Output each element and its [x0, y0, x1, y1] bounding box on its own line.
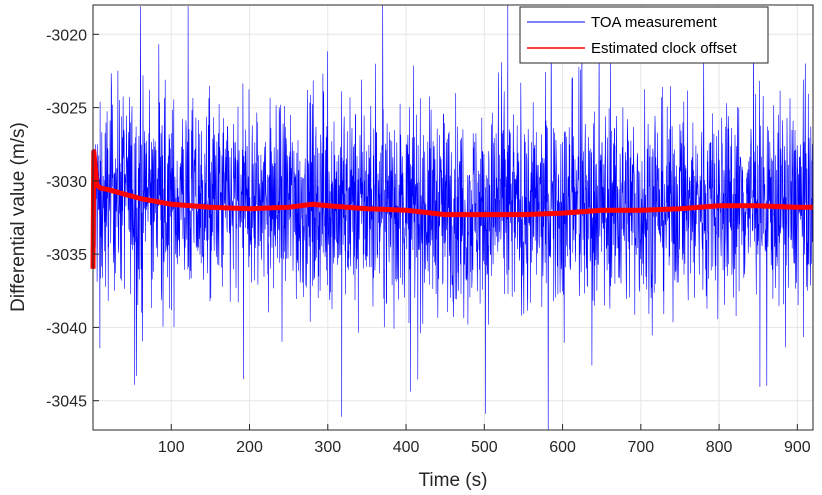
- x-axis-label: Time (s): [419, 470, 488, 491]
- x-axis-ticks: 100 200 300 400 500 600 700 800 900: [158, 424, 811, 456]
- legend-label-estimated-clock-offset: Estimated clock offset: [591, 40, 737, 57]
- toa-measurement-series: [93, 4, 814, 431]
- toa-measurement-line: [93, 4, 814, 431]
- y-axis-ticks: -3045 -3040 -3035 -3030 -3025 -3020: [46, 27, 99, 411]
- y-tick-label: -3035: [46, 247, 87, 264]
- x-tick-label: 100: [158, 439, 185, 456]
- y-tick-label: -3025: [46, 101, 87, 118]
- estimated-clock-offset-line: [90, 149, 813, 269]
- legend-box: [519, 6, 769, 64]
- x-tick-label: 300: [314, 439, 341, 456]
- legend-label-toa-measurement: TOA measurement: [591, 14, 717, 31]
- estimated-clock-offset-series: [90, 149, 814, 269]
- y-tick-label: -3030: [46, 174, 87, 191]
- x-tick-label: 500: [471, 439, 498, 456]
- legend: TOA measurement Estimated clock offset: [519, 6, 769, 64]
- x-tick-label: 900: [784, 439, 811, 456]
- x-tick-label: 700: [627, 439, 654, 456]
- y-axis-label: Differential value (m/s): [8, 122, 29, 312]
- plot-frame: [92, 4, 814, 431]
- x-tick-label: 200: [236, 439, 263, 456]
- x-tick-label: 400: [393, 439, 420, 456]
- y-tick-label: -3020: [46, 27, 87, 44]
- y-tick-label: -3040: [46, 320, 87, 337]
- x-tick-label: 800: [706, 439, 733, 456]
- x-tick-label: 600: [549, 439, 576, 456]
- y-tick-label: -3045: [46, 394, 87, 411]
